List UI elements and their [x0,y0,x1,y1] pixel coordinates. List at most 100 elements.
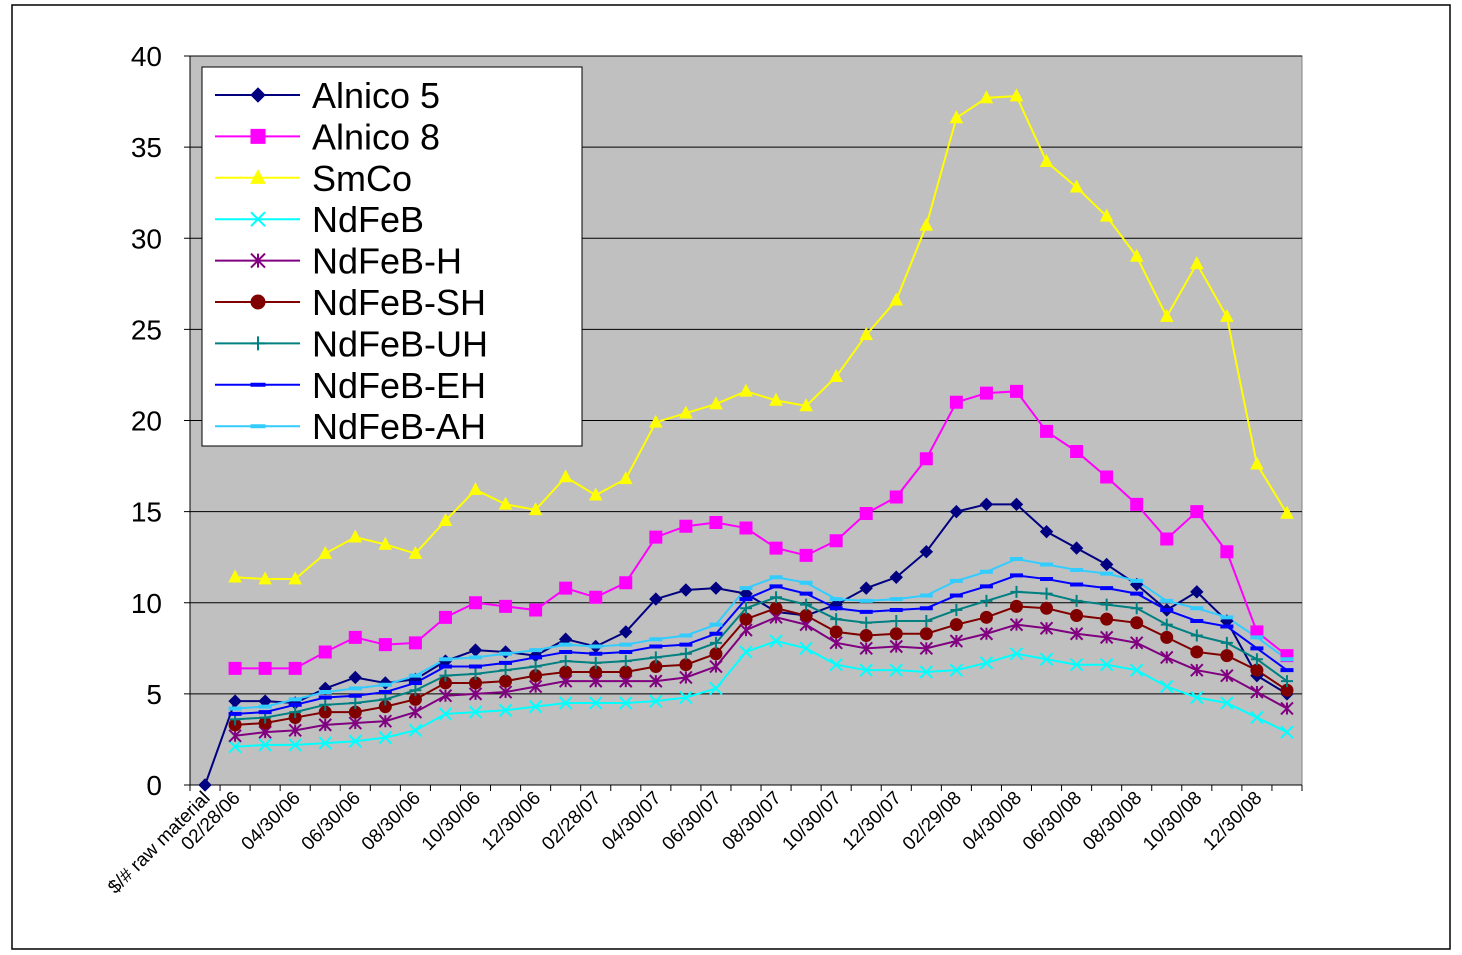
data-point [979,386,993,400]
data-point [438,610,452,624]
data-point [859,581,873,595]
data-point [408,723,423,738]
data-point [980,594,993,607]
y-tick-label: 40 [131,41,162,72]
data-point [649,637,663,642]
data-point [1100,586,1114,591]
data-point [949,663,964,677]
data-point [709,631,723,636]
data-point [589,590,603,604]
data-point [679,405,693,419]
y-tick-label: 0 [146,770,162,801]
data-point [258,661,272,675]
data-point [529,660,542,673]
data-point [1280,505,1294,519]
data-point [1189,256,1204,270]
data-point [1099,630,1114,645]
data-point [228,711,242,716]
data-point [949,504,964,519]
data-point [378,536,393,550]
data-point [1280,725,1294,739]
legend-label: Alnico 8 [312,116,440,157]
data-point [979,656,994,670]
data-point [950,604,963,617]
data-point [1040,577,1054,582]
data-point [1130,616,1144,630]
data-point [1280,675,1293,688]
data-point [348,670,363,685]
data-point [1190,690,1204,705]
data-point [949,618,963,632]
data-point [799,398,813,412]
data-point [1009,599,1023,613]
legend-label: Alnico 5 [312,75,440,116]
data-point [829,658,843,672]
data-point [498,703,513,717]
data-point [589,665,603,679]
data-point [559,581,573,595]
data-point [859,598,873,603]
data-point [679,633,693,638]
legend-label: NdFeB-EH [312,365,486,406]
data-point [949,578,963,583]
data-point [829,534,843,548]
data-point [258,704,272,709]
data-point [889,597,903,602]
data-point [498,685,513,699]
data-point [1280,701,1294,716]
data-point [919,217,934,231]
data-point [318,705,332,719]
data-point [618,471,633,485]
data-point [1250,635,1264,640]
data-point [829,369,843,383]
y-tick-label: 30 [131,223,162,254]
data-point [288,661,302,675]
data-point [1039,524,1054,539]
data-point [348,693,362,698]
data-point [318,545,333,559]
data-point [1250,653,1263,666]
legend-marker [250,169,266,184]
data-point [619,665,633,679]
data-point [1069,541,1084,555]
data-point [979,569,993,574]
data-point [1070,582,1084,587]
data-point [258,738,272,752]
y-tick-label: 35 [131,132,162,163]
data-point [319,698,332,711]
legend-marker [250,382,266,387]
data-point [1040,587,1053,600]
data-point [378,690,392,695]
data-point [438,664,452,669]
data-point [499,660,513,665]
data-point [1040,562,1054,567]
data-point [228,729,242,743]
data-point [469,596,483,610]
data-point [679,519,693,533]
data-point [799,580,813,585]
data-point [739,586,753,591]
data-point [529,655,543,660]
data-point [859,641,873,656]
data-point [1220,649,1234,663]
data-point [438,657,452,662]
data-point [769,584,783,589]
data-point [739,597,753,602]
data-point [318,690,332,695]
data-point [649,530,663,544]
data-point [288,723,302,738]
data-point [1190,505,1204,519]
data-point [1040,601,1054,615]
data-point [1100,470,1114,484]
data-point [769,541,783,555]
data-point [288,697,302,702]
data-point [589,696,603,710]
data-point [1099,557,1114,572]
data-point [1160,679,1174,694]
data-point [799,641,813,656]
data-point [348,529,363,543]
data-point [799,591,813,596]
data-point [979,610,993,624]
data-point [529,648,543,653]
